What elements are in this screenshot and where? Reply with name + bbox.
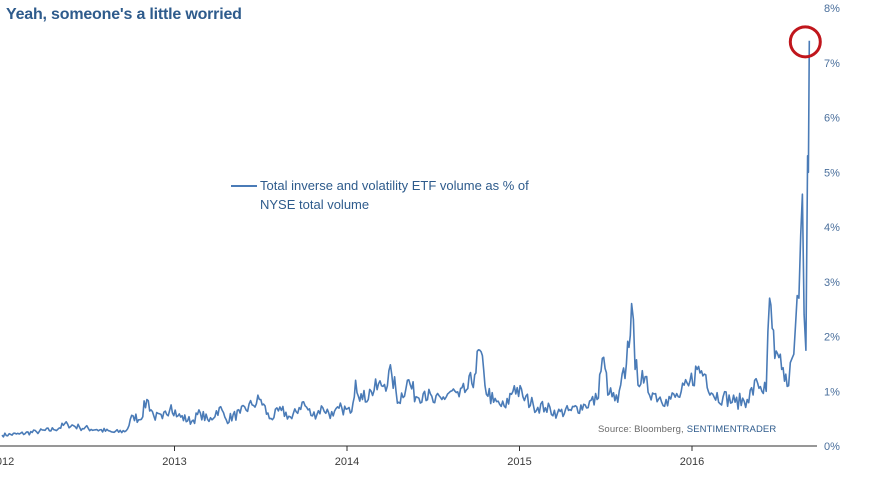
legend-swatch xyxy=(231,185,257,187)
y-tick-label: 0% xyxy=(824,441,840,453)
y-tick-label: 1% xyxy=(824,386,840,398)
y-axis-ticks: 0% 1% 2% 3% 4% 5% 6% 7% 8% xyxy=(824,3,840,453)
chart-title: Yeah, someone's a little worried xyxy=(6,6,242,23)
y-tick-label: 3% xyxy=(824,277,840,289)
y-tick-label: 4% xyxy=(824,222,840,234)
legend-label: Total inverse and volatility ETF volume … xyxy=(260,178,529,212)
y-tick-label: 2% xyxy=(824,332,840,344)
legend: Total inverse and volatility ETF volume … xyxy=(231,176,560,214)
series-line-0 xyxy=(1,40,811,438)
y-tick-label: 6% xyxy=(824,113,840,125)
source-brand: SENTIMENTRADER xyxy=(686,424,777,435)
y-tick-label: 5% xyxy=(824,167,840,179)
x-tick-label: 2016 xyxy=(680,456,704,468)
series-layer xyxy=(1,40,811,438)
highlight-circle xyxy=(788,25,822,59)
source-note: Source: Bloomberg, SENTIMENTRADER xyxy=(598,424,776,435)
x-tick-label: 2012 xyxy=(0,456,14,468)
source-text: Source: Bloomberg, xyxy=(598,424,684,435)
x-axis: 2012 2013 2014 2015 2016 xyxy=(0,445,817,468)
y-tick-label: 8% xyxy=(824,3,840,15)
x-tick-label: 2014 xyxy=(335,456,359,468)
x-tick-label: 2013 xyxy=(162,456,186,468)
highlight-layer xyxy=(788,25,822,59)
y-tick-label: 7% xyxy=(824,58,840,70)
x-tick-label: 2015 xyxy=(507,456,531,468)
